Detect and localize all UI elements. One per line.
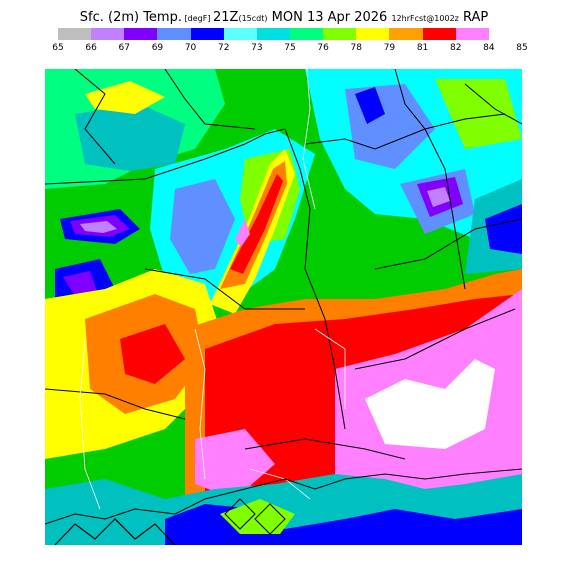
delta-marks (224, 498, 286, 535)
white-line-2 (194, 328, 206, 480)
scale-swatch-3 (157, 28, 191, 40)
scale-swatch-12 (455, 28, 489, 40)
boundary-line-11 (45, 388, 186, 420)
scale-swatch-4 (190, 28, 224, 40)
scale-label-81: 81 (416, 43, 429, 53)
boundary-line-8 (424, 128, 466, 290)
boundary-line-2 (74, 69, 116, 165)
scale-label-70: 70 (184, 43, 197, 53)
scale-swatch-11 (422, 28, 456, 40)
scale-swatch-7 (289, 28, 324, 40)
field-north-west-warm (85, 81, 165, 114)
scale-swatch-2 (124, 28, 158, 40)
scale-swatch-13 (488, 28, 522, 40)
field-north-east-lime (435, 79, 522, 149)
color-scale-labels: 65 66 67 69 70 72 73 75 76 78 79 81 82 84 85 (52, 43, 527, 55)
scale-swatch-1 (91, 28, 125, 40)
temperature-map-svg (45, 69, 522, 545)
scale-label-82: 82 (449, 43, 462, 53)
scale-swatch-5 (223, 28, 257, 40)
field-east-coast-blue (485, 204, 522, 254)
field-south-pink (195, 429, 275, 499)
scale-label-69: 69 (151, 43, 164, 53)
scale-label-65: 65 (52, 43, 64, 53)
scale-label-84: 84 (483, 43, 495, 53)
title-units: [degF] (181, 14, 213, 23)
scale-label-72: 72 (217, 43, 230, 53)
boundary-line-10 (374, 218, 522, 270)
county-lines (79, 69, 346, 510)
field-river-pink (235, 219, 250, 247)
title-local-time: (15cdt) (238, 14, 268, 23)
mexico-border (54, 518, 176, 545)
boundary-line-7 (284, 128, 346, 430)
title-date: MON 13 Apr 2026 (267, 10, 392, 25)
scale-swatch-6 (256, 28, 290, 40)
field-west-light-purple-1 (80, 221, 117, 233)
scale-label-67: 67 (118, 43, 130, 53)
boundary-line-9 (144, 268, 305, 310)
scale-label-76: 76 (317, 43, 329, 53)
title-valid-time: 21Z (213, 10, 239, 25)
white-line-3 (314, 328, 346, 409)
boundary-line-4 (304, 113, 506, 150)
scale-swatch-9 (356, 28, 390, 40)
title-model: RAP (458, 10, 489, 25)
scale-label-75: 75 (284, 43, 296, 53)
boundary-line-6 (464, 83, 522, 125)
field-north-east-blue (355, 87, 385, 124)
scale-swatch-0 (58, 28, 92, 40)
title-forecast: 12hrFcst@1002z (391, 14, 459, 23)
scale-label-85: 85 (516, 43, 528, 53)
boundary-line-3 (164, 69, 256, 130)
boundary-line-13 (244, 438, 406, 460)
scale-swatch-10 (389, 28, 423, 40)
boundary-line-5 (394, 69, 426, 130)
white-line-1 (302, 69, 316, 210)
map-title: Sfc. (2m) Temp. [degF] 21Z(15cdt) MON 13… (0, 6, 568, 25)
field-north-west-cool (75, 104, 185, 171)
color-scale-legend: 65 66 67 69 70 72 73 75 76 78 79 81 82 84 85 (52, 28, 528, 58)
field-ohio-light-purple (427, 187, 450, 207)
boundary-line-1 (45, 128, 286, 185)
color-scale-bar (58, 28, 522, 40)
white-line-4 (79, 338, 101, 510)
field-central-periwinkle (170, 179, 235, 274)
scale-label-78: 78 (350, 43, 362, 53)
temperature-map (45, 69, 522, 545)
scale-label-73: 73 (251, 43, 263, 53)
field-south-west-red (120, 324, 185, 384)
scale-swatch-8 (323, 28, 357, 40)
boundary-line-12 (354, 308, 516, 370)
field-river-red (230, 174, 283, 274)
scale-label-79: 79 (383, 43, 396, 53)
gulf-coastline (45, 468, 522, 525)
field-south-east-white (365, 359, 495, 449)
scale-label-66: 66 (85, 43, 97, 53)
title-field: Sfc. (2m) Temp. (79, 10, 182, 25)
state-boundaries (45, 69, 522, 460)
